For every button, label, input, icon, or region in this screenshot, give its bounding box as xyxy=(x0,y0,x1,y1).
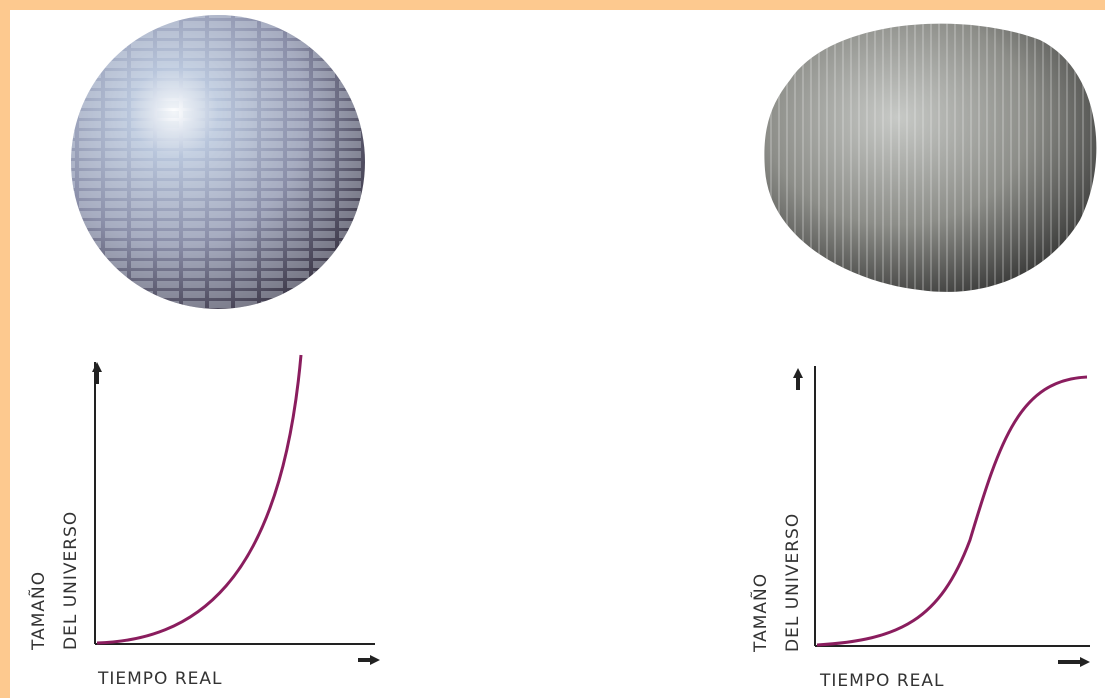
sphere-texture xyxy=(71,15,365,309)
y-label: TAMAÑO xyxy=(749,573,771,653)
arrow-right xyxy=(358,655,380,665)
curve xyxy=(96,354,303,645)
x-label: TIEMPO REAL xyxy=(819,671,945,691)
irregular-texture xyxy=(764,23,1097,292)
graph-right: TAMAÑO DEL UNIVERSO TIEMPO REAL xyxy=(749,366,1090,691)
y-label: DEL UNIVERSO xyxy=(61,511,81,650)
arrow-up xyxy=(92,362,102,384)
x-label: TIEMPO REAL xyxy=(97,669,223,689)
y-label: DEL UNIVERSO xyxy=(783,513,803,652)
arrow-right xyxy=(1058,657,1090,667)
graph-left: TAMAÑO DEL UNIVERSO TIEMPO REAL xyxy=(27,354,380,689)
y-label: TAMAÑO xyxy=(27,571,49,651)
arrow-up xyxy=(793,368,803,390)
curve xyxy=(816,375,1088,647)
